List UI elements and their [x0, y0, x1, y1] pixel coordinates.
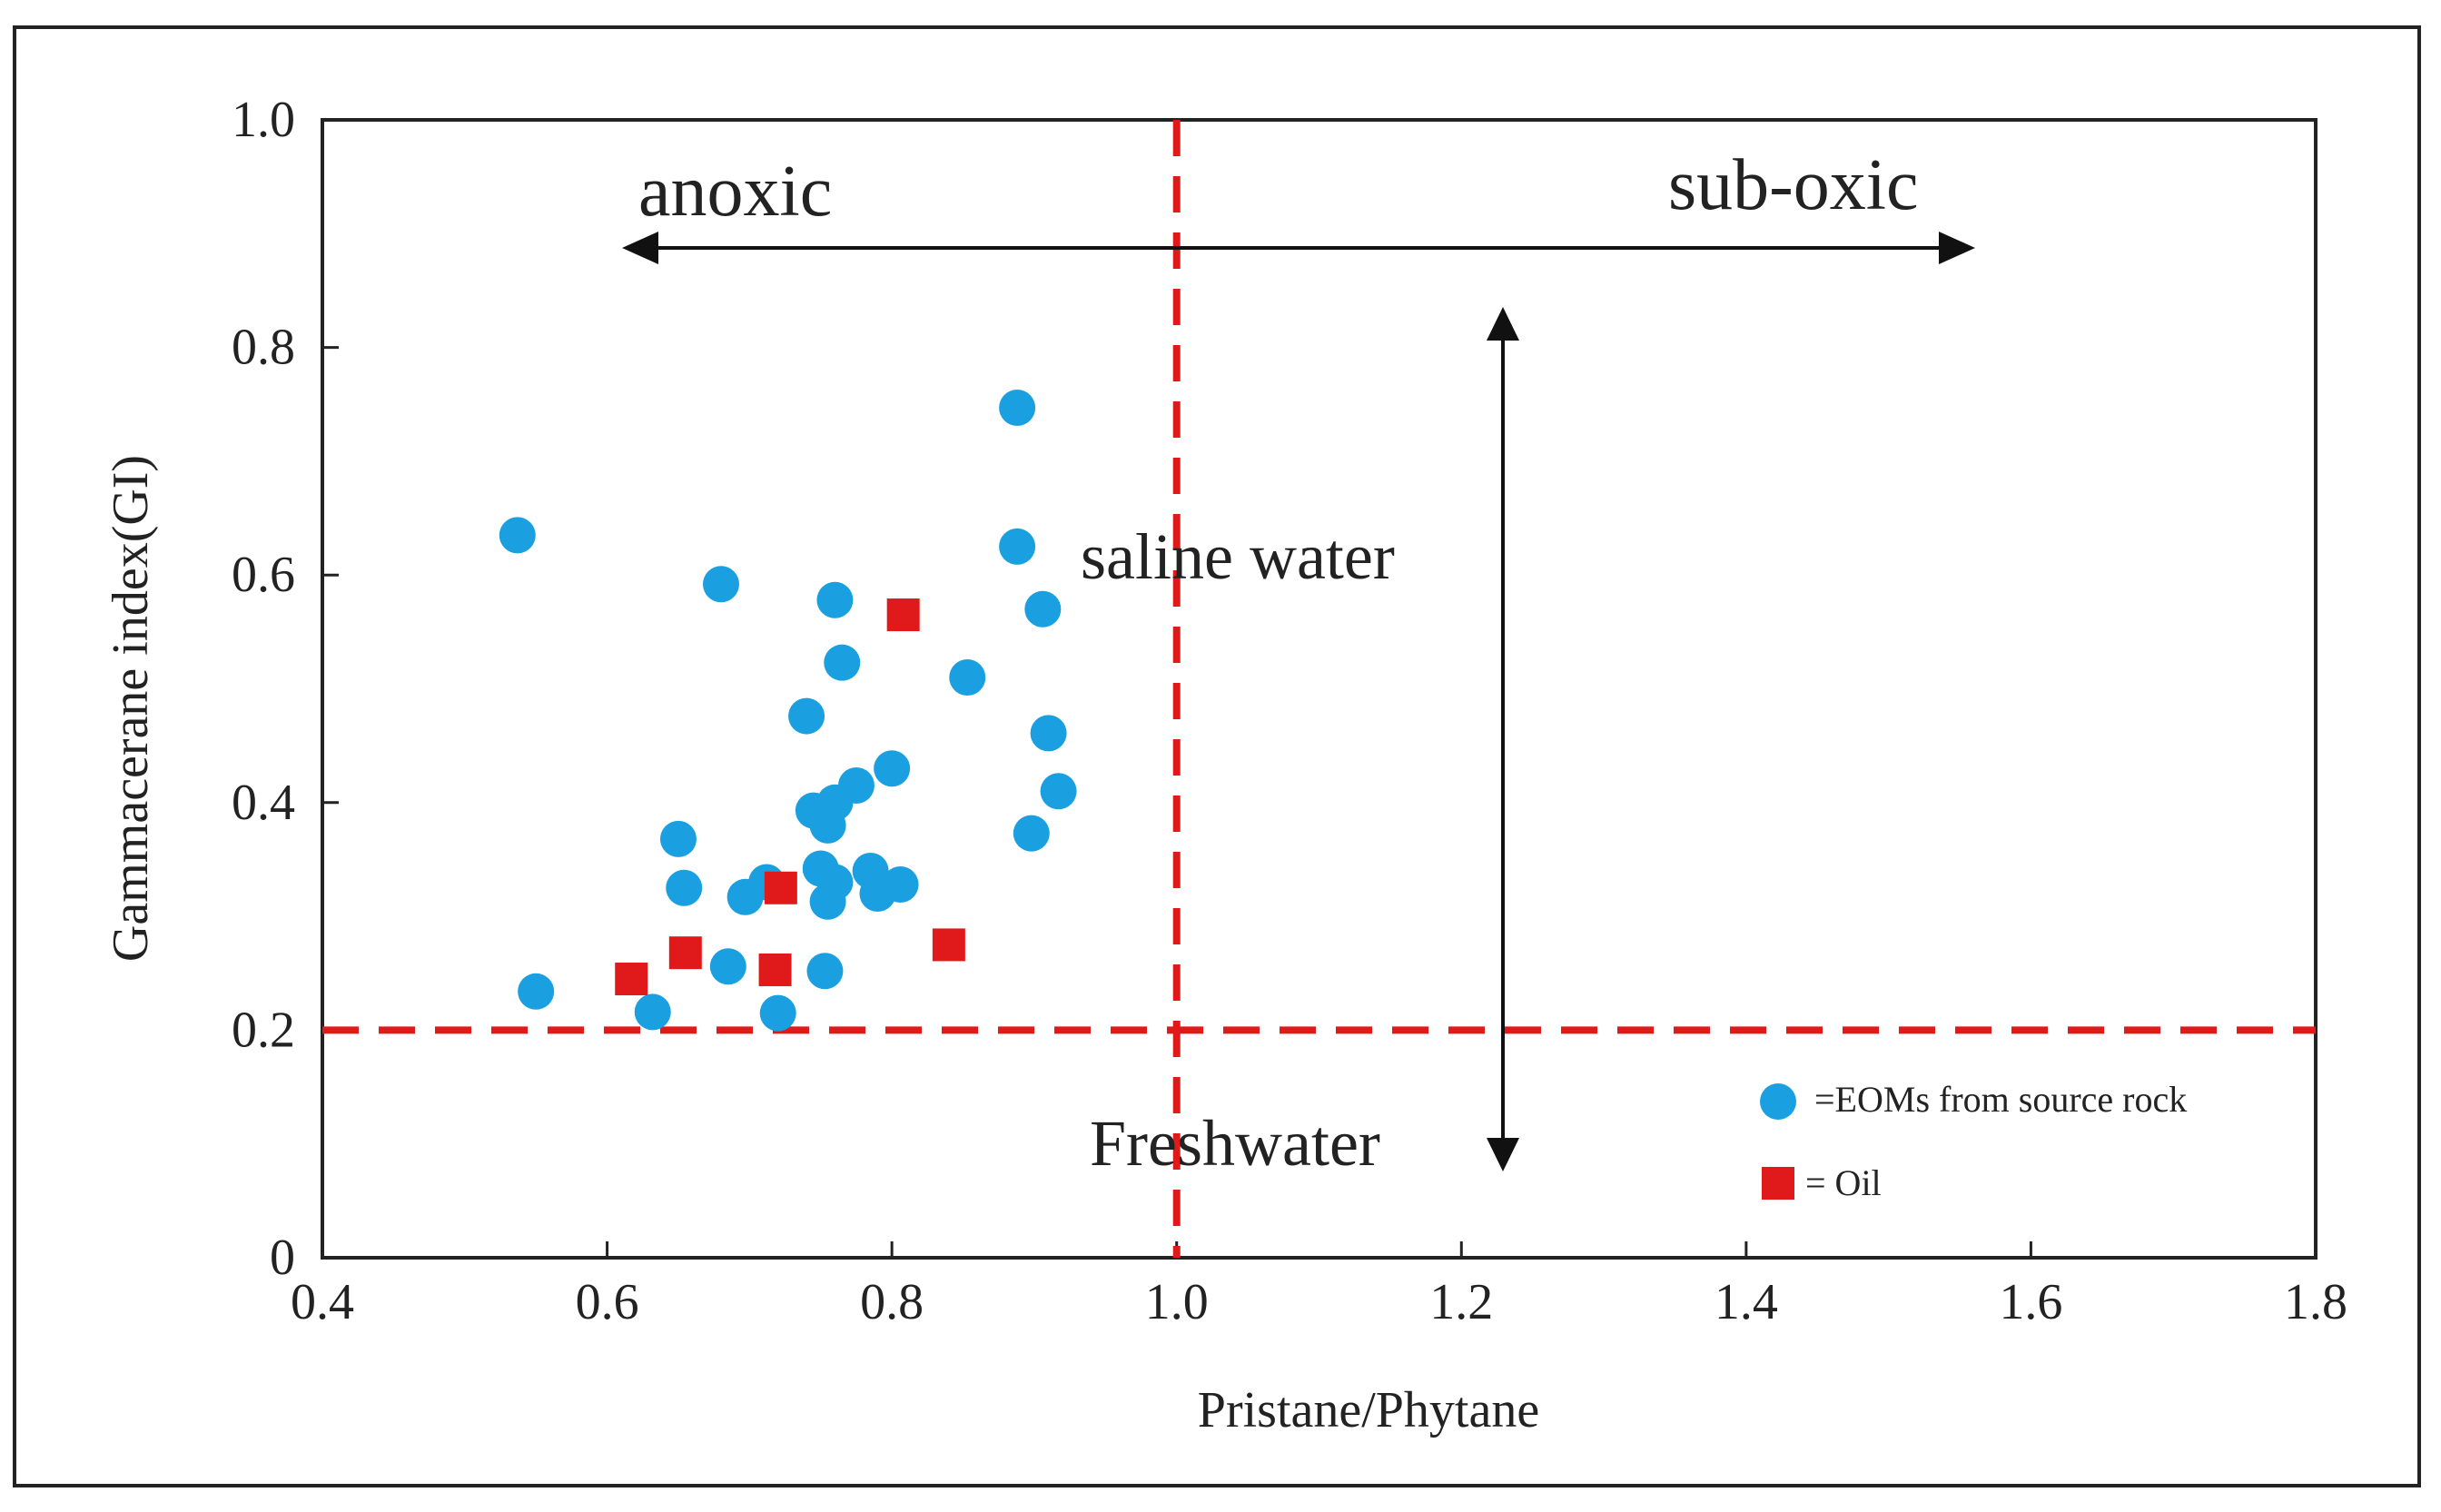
annotation-suboxic: sub-oxic [1668, 145, 1919, 225]
oil-point [668, 936, 702, 970]
salinity-arrow-top-head [1487, 307, 1519, 341]
x-tick-label: 1.4 [1715, 1274, 1778, 1330]
x-axis: 0.4 0.6 0.8 1.0 1.2 1.4 1.6 1.8 [291, 1241, 2347, 1330]
eom-point [788, 697, 825, 735]
y-tick-label: 0.8 [232, 320, 295, 376]
oil-point [886, 598, 920, 632]
x-tick-label: 0.6 [576, 1274, 639, 1330]
salinity-arrow-bottom-head [1487, 1138, 1519, 1171]
eom-point [499, 517, 536, 554]
legend-eom-marker [1760, 1083, 1796, 1120]
annotation-freshwater: Freshwater [1090, 1107, 1380, 1180]
y-tick-label: 0.4 [232, 775, 295, 831]
eom-point [709, 948, 746, 985]
x-tick-label: 1.0 [1145, 1274, 1209, 1330]
annotation-saline-water: saline water [1081, 520, 1395, 593]
x-tick-label: 1.2 [1429, 1274, 1493, 1330]
legend: =EOMs from source rock = Oil [1760, 1079, 2187, 1203]
y-axis-label: Gammacerane index(GI) [103, 455, 159, 962]
eom-point [759, 994, 796, 1032]
eom-point [824, 644, 861, 681]
eom-point [949, 658, 986, 696]
reference-lines [322, 120, 2316, 1258]
eom-point [1030, 715, 1067, 752]
eom-point [634, 993, 671, 1031]
data-points [499, 390, 1077, 1032]
oil-point [758, 953, 792, 986]
x-tick-label: 0.4 [291, 1274, 354, 1330]
eom-point [659, 820, 697, 857]
y-tick-label: 0.2 [232, 1002, 295, 1058]
figure-frame [13, 25, 2421, 1487]
eom-point [999, 528, 1036, 565]
legend-oil-marker [1762, 1167, 1794, 1200]
oil-point [615, 963, 648, 996]
eom-point [816, 864, 854, 901]
y-axis: 0 0.2 0.4 0.6 0.8 1.0 [232, 92, 339, 1286]
eom-point [816, 581, 854, 618]
eom-point [1024, 590, 1062, 628]
eom-point [882, 866, 919, 904]
eom-point [703, 566, 739, 603]
eom-point [666, 869, 703, 906]
eom-point [999, 390, 1036, 427]
eom-point [837, 767, 875, 805]
oil-point [932, 928, 965, 962]
plot-area [321, 118, 2317, 1260]
eom-point [1013, 815, 1050, 852]
eom-point [806, 953, 844, 990]
x-tick-label: 0.8 [860, 1274, 924, 1330]
legend-eom-label: =EOMs from source rock [1814, 1079, 2187, 1120]
x-tick-label: 1.8 [2284, 1274, 2347, 1330]
eom-point [874, 750, 911, 787]
x-tick-label: 1.6 [1999, 1274, 2062, 1330]
x-axis-label: Pristane/Phytane [1198, 1382, 1539, 1438]
redox-arrow-right-head [1939, 232, 1975, 264]
annotation-anoxic: anoxic [638, 152, 832, 232]
legend-oil-label: = Oil [1805, 1162, 1882, 1203]
eom-point [518, 973, 555, 1010]
redox-arrow-left-head [622, 232, 658, 264]
y-tick-label: 1.0 [232, 92, 295, 148]
eom-point [1040, 773, 1077, 810]
oil-point [764, 871, 797, 904]
y-tick-label: 0.6 [232, 547, 295, 603]
y-tick-label: 0 [270, 1230, 295, 1286]
